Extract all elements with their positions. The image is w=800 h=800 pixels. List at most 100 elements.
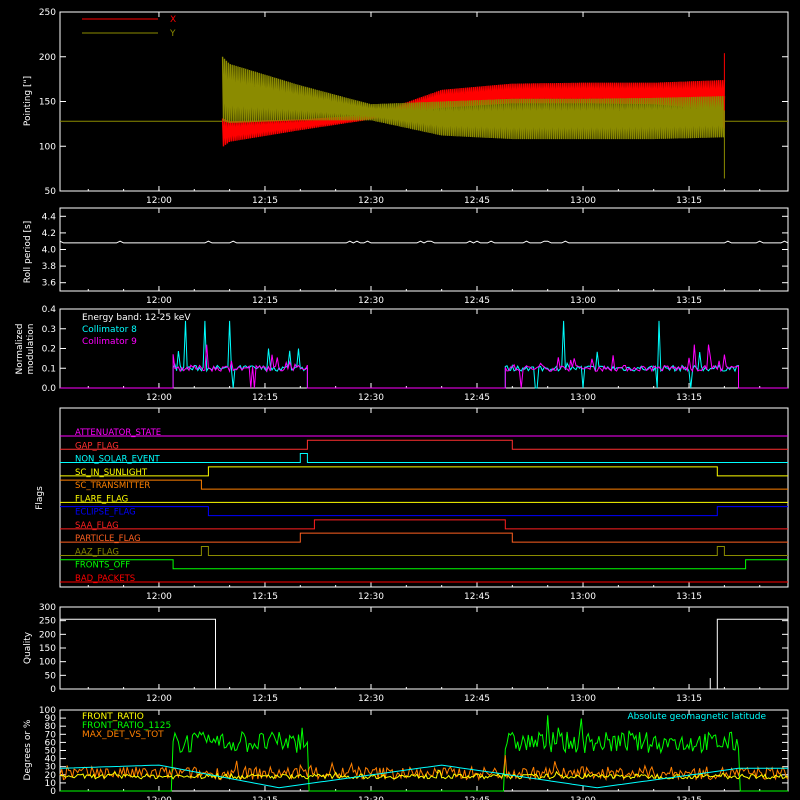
y-tick-label: 250 bbox=[39, 8, 56, 18]
modulation-panel: Normalized modulation 12:00 12:15 12:30 12:… bbox=[15, 305, 789, 403]
x-tick-label: 12:00 bbox=[146, 393, 172, 403]
flags-ylabel: Flags bbox=[35, 486, 45, 510]
y-tick-label: 3.8 bbox=[42, 262, 57, 272]
x-tick-label: 12:00 bbox=[146, 592, 172, 602]
x-tick-label: 12:15 bbox=[252, 393, 278, 403]
ratios-legend: FRONT_RATIO FRONT_RATIO_1125 MAX_DET_VS_… bbox=[82, 712, 766, 740]
energy-band-label: Energy band: 12-25 keV bbox=[82, 313, 191, 323]
y-tick-label: 300 bbox=[39, 603, 56, 613]
x-tick-label: 12:45 bbox=[464, 296, 490, 306]
y-tick-label: 10 bbox=[45, 779, 57, 789]
flag-line-gap-flag bbox=[60, 439, 788, 450]
roll-ylabel: Roll period [s] bbox=[23, 221, 33, 283]
y-tick-label: 0.4 bbox=[42, 305, 57, 315]
legend-collimator9: Collimator 9 bbox=[82, 337, 137, 347]
quality-series bbox=[60, 618, 788, 690]
quality-axis-ticks: 12:00 12:15 12:30 12:45 13:00 13:15 0 50 100 150 2… bbox=[39, 603, 788, 704]
x-tick-label: 12:45 bbox=[464, 592, 490, 602]
x-tick-label: 12:15 bbox=[252, 592, 278, 602]
modulation-legend: Energy band: 12-25 keV Collimator 8 Coll… bbox=[82, 313, 191, 347]
pointing-y-line bbox=[221, 56, 726, 140]
legend-front-ratio: FRONT_RATIO bbox=[82, 712, 144, 722]
x-tick-label: 12:30 bbox=[358, 296, 384, 306]
y-tick-label: 0.3 bbox=[42, 325, 56, 335]
y-tick-label: 4.4 bbox=[42, 212, 57, 222]
x-tick-label: 12:45 bbox=[464, 196, 490, 206]
y-tick-label: 80 bbox=[45, 722, 57, 732]
y-tick-label: 50 bbox=[45, 671, 57, 681]
modulation-series bbox=[60, 320, 788, 389]
x-tick-label: 12:30 bbox=[358, 694, 384, 704]
y-tick-label: 50 bbox=[45, 747, 57, 757]
y-tick-label: 150 bbox=[39, 644, 56, 654]
flags-axis-ticks: 12:00 12:15 12:30 12:45 13:00 13:15 bbox=[87, 408, 761, 602]
flags-panel: Flags 12:00 12:15 12:30 12:45 13:00 13:15 ATT… bbox=[35, 407, 789, 602]
legend-collimator8: Collimator 8 bbox=[82, 325, 137, 335]
y-tick-label: 40 bbox=[45, 755, 57, 765]
x-tick-label: 13:00 bbox=[570, 694, 596, 704]
y-tick-label: 70 bbox=[45, 730, 57, 740]
roll-series bbox=[59, 240, 789, 244]
pointing-ylabel: Pointing ["] bbox=[23, 76, 33, 126]
quality-panel: Quality 12:00 12:15 12:30 12:45 13:00 13:15 0 5… bbox=[23, 603, 789, 704]
ratios-series bbox=[59, 715, 789, 792]
flag-label: PARTICLE_FLAG bbox=[75, 534, 141, 544]
flag-line-sc-transmitter bbox=[60, 479, 788, 490]
flag-line-fronts-off bbox=[60, 559, 788, 570]
legend-front-ratio-1125: FRONT_RATIO_1125 bbox=[82, 721, 171, 731]
x-tick-label: 12:30 bbox=[358, 796, 384, 800]
ratios-ylabel: Degrees or % bbox=[23, 719, 33, 780]
x-tick-label: 13:15 bbox=[676, 796, 702, 800]
flag-label: ATTENUATOR_STATE bbox=[75, 428, 161, 438]
x-tick-label: 12:30 bbox=[358, 196, 384, 206]
modulation-ylabel-line1: Normalized bbox=[15, 323, 25, 374]
x-tick-label: 12:00 bbox=[146, 796, 172, 800]
flag-label: NON_SOLAR_EVENT bbox=[75, 455, 161, 465]
x-tick-label: 12:30 bbox=[358, 393, 384, 403]
x-tick-label: 13:15 bbox=[676, 196, 702, 206]
flag-label: BAD_PACKETS bbox=[75, 574, 135, 584]
modulation-collimator9-line bbox=[60, 344, 788, 389]
y-tick-label: 250 bbox=[39, 617, 56, 627]
legend-y-label: Y bbox=[169, 29, 176, 39]
y-tick-label: 60 bbox=[45, 738, 57, 748]
x-tick-label: 12:45 bbox=[464, 393, 490, 403]
x-tick-label: 13:15 bbox=[676, 592, 702, 602]
geomagnetic-latitude-line bbox=[59, 764, 788, 789]
flag-label: SC_IN_SUNLIGHT bbox=[75, 468, 148, 478]
y-tick-label: 100 bbox=[39, 658, 56, 668]
y-tick-label: 0.1 bbox=[42, 364, 56, 374]
x-tick-label: 13:00 bbox=[570, 393, 596, 403]
front-ratio-1125-line bbox=[60, 715, 788, 792]
y-tick-label: 4.0 bbox=[42, 246, 57, 256]
x-tick-label: 12:00 bbox=[146, 694, 172, 704]
y-tick-label: 150 bbox=[39, 98, 56, 108]
pointing-series bbox=[60, 53, 788, 179]
roll-axis-ticks: 12:00 12:15 12:30 12:45 13:00 13:15 3.6 3.8 4.0 4… bbox=[42, 208, 788, 306]
y-tick-label: 200 bbox=[39, 630, 56, 640]
legend-max-det: MAX_DET_VS_TOT bbox=[82, 730, 164, 740]
y-tick-label: 50 bbox=[45, 187, 57, 197]
flags-series: ATTENUATOR_STATE GAP_FLAG NON_SOLAR_EVENT S… bbox=[60, 428, 788, 584]
y-tick-label: 0.0 bbox=[42, 384, 57, 394]
y-tick-label: 30 bbox=[45, 763, 57, 773]
flag-label: SAA_FLAG bbox=[75, 521, 119, 531]
flag-label: FRONTS_OFF bbox=[75, 561, 130, 571]
roll-panel: Roll period [s] 12:00 12:15 12:30 12:45 13:0… bbox=[23, 207, 789, 306]
y-tick-label: 100 bbox=[39, 142, 56, 152]
flag-label: SC_TRANSMITTER bbox=[75, 481, 150, 491]
flag-label: GAP_FLAG bbox=[75, 441, 119, 451]
y-tick-label: 3.6 bbox=[42, 279, 57, 289]
x-tick-label: 13:00 bbox=[570, 796, 596, 800]
quality-ylabel: Quality bbox=[23, 631, 33, 664]
x-tick-label: 13:00 bbox=[570, 592, 596, 602]
ratios-axis-ticks: 12:00 12:15 12:30 12:45 13:00 13:15 0102030405… bbox=[39, 706, 788, 800]
flag-label: FLARE_FLAG bbox=[75, 494, 128, 504]
x-tick-label: 12:45 bbox=[464, 694, 490, 704]
roll-period-line bbox=[59, 240, 789, 244]
x-tick-label: 13:00 bbox=[570, 296, 596, 306]
y-tick-label: 0 bbox=[50, 787, 56, 797]
flag-label: AAZ_FLAG bbox=[75, 547, 119, 557]
x-tick-label: 13:15 bbox=[676, 296, 702, 306]
